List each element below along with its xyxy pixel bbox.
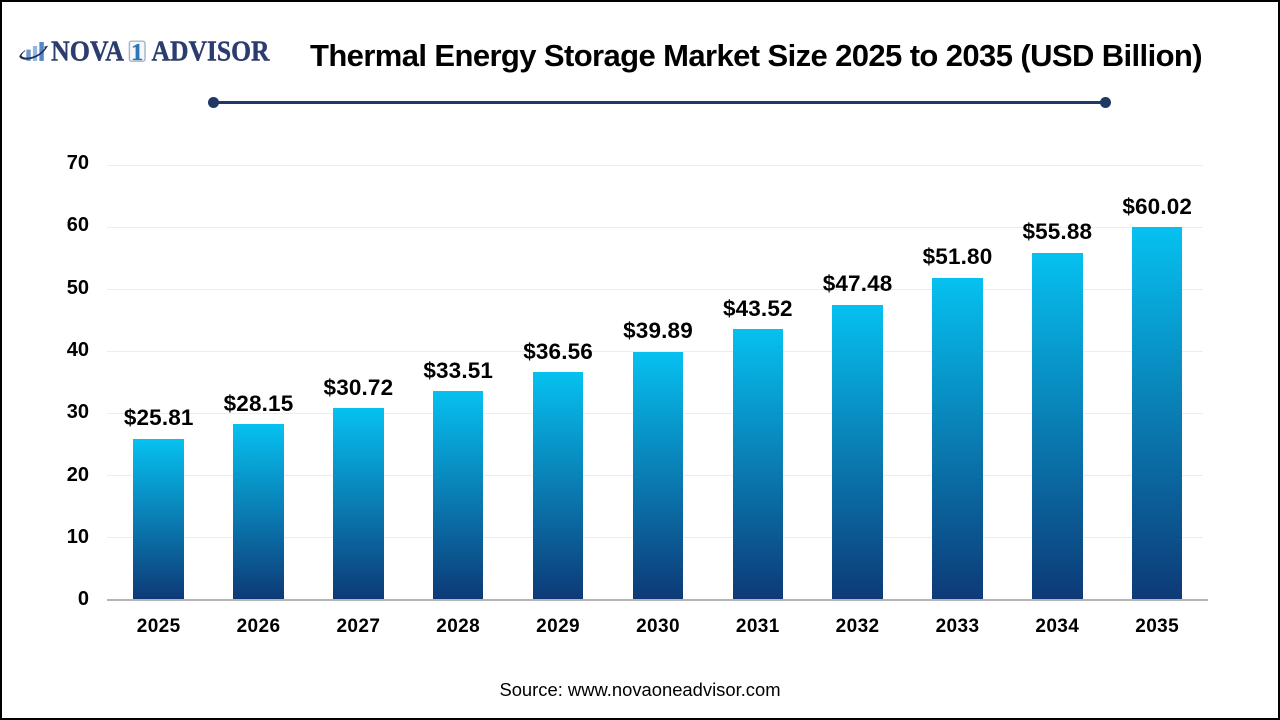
svg-text:1: 1 <box>131 39 143 66</box>
svg-text:ADVISOR: ADVISOR <box>152 35 271 67</box>
svg-text:NOVA: NOVA <box>51 35 124 67</box>
